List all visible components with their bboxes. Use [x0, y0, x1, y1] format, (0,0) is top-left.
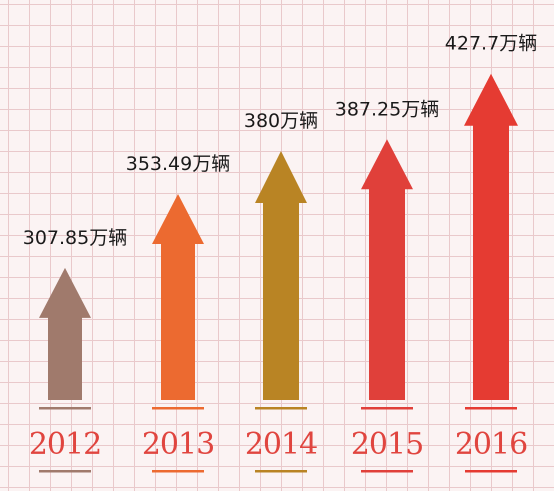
- bar-arrow-2016: [464, 73, 518, 400]
- bar-arrow-2012: [39, 267, 91, 400]
- value-labels: 307.85万辆 353.49万辆 380万辆 387.25万辆 427.7万辆: [23, 33, 537, 249]
- year-top-rule-2015: [361, 407, 413, 410]
- value-label-2013: 353.49万辆: [126, 153, 230, 175]
- year-label-2013: 2013: [142, 427, 214, 462]
- year-axis: 2012 2013 2014 2015 2016: [29, 407, 528, 473]
- year-top-rule-2014: [255, 407, 307, 410]
- value-label-2016: 427.7万辆: [445, 33, 537, 55]
- arrow-bars: [39, 73, 518, 400]
- year-bottom-rule-2013: [152, 470, 204, 473]
- year-label-2014: 2014: [245, 427, 317, 462]
- value-label-2015: 387.25万辆: [335, 98, 439, 120]
- year-top-rule-2016: [465, 407, 517, 410]
- value-label-2012: 307.85万辆: [23, 227, 127, 249]
- year-top-rule-2013: [152, 407, 204, 410]
- bar-arrow-2015: [361, 139, 413, 400]
- year-label-2015: 2015: [351, 427, 423, 462]
- bar-arrow-2014: [255, 151, 307, 400]
- year-bottom-rule-2012: [39, 470, 91, 473]
- year-label-2012: 2012: [29, 427, 101, 462]
- value-label-2014: 380万辆: [244, 110, 318, 132]
- year-bottom-rule-2016: [465, 470, 517, 473]
- bar-arrow-2013: [152, 193, 204, 400]
- year-bottom-rule-2014: [255, 470, 307, 473]
- year-bottom-rule-2015: [361, 470, 413, 473]
- year-top-rule-2012: [39, 407, 91, 410]
- year-label-2016: 2016: [455, 427, 527, 462]
